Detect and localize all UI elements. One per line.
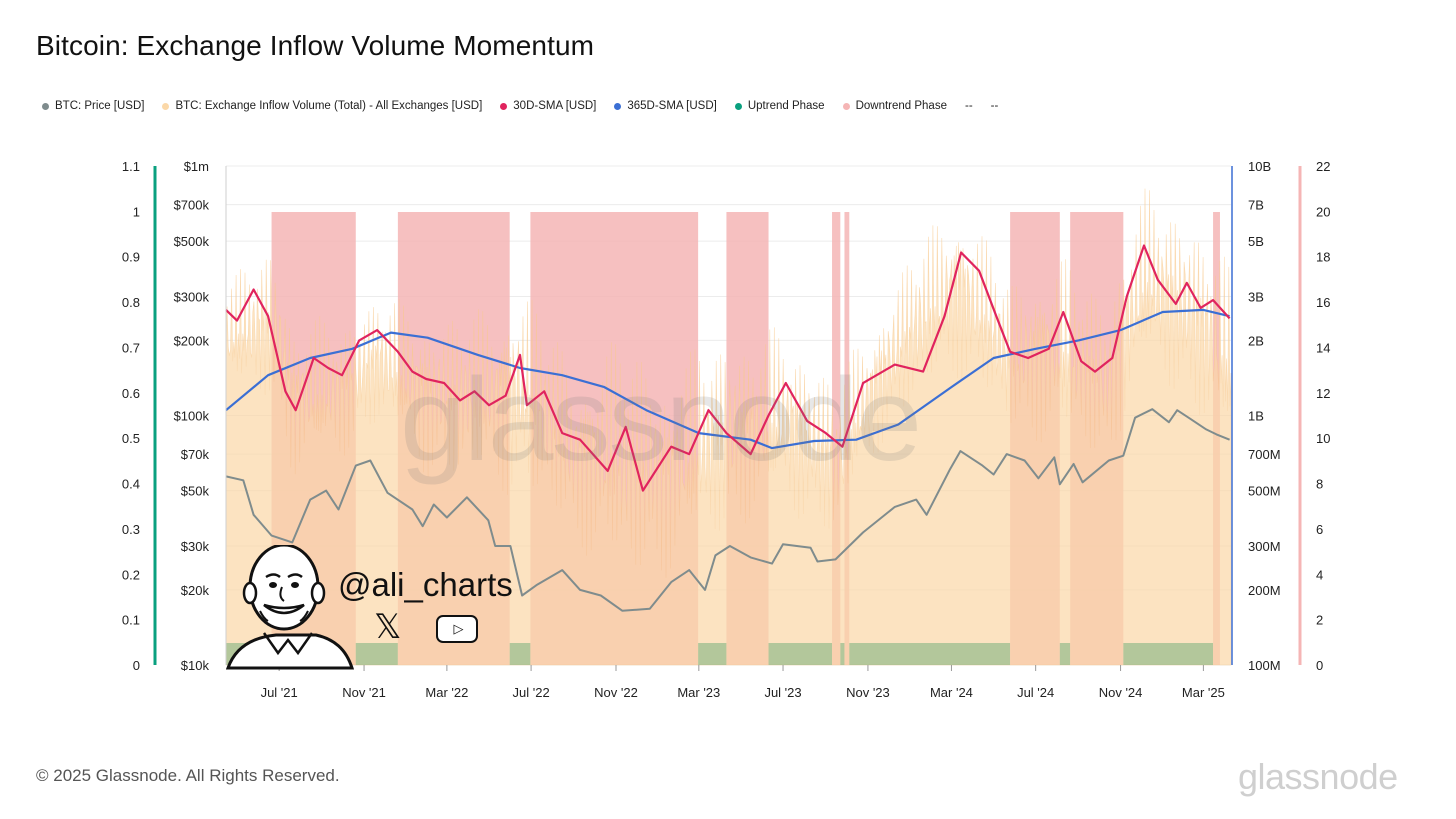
volume-tick-label: 5B — [1248, 234, 1264, 249]
price-tick-label: $50k — [181, 484, 210, 499]
volume-tick-label: 10B — [1248, 159, 1271, 174]
inflow-volume-area — [225, 188, 1232, 666]
price-tick-label: $100k — [174, 409, 210, 424]
volume-tick-label: 3B — [1248, 289, 1264, 304]
price-tick-label: $10k — [181, 658, 210, 673]
legend-dot-icon — [42, 102, 49, 110]
x-tick-label: Mar '23 — [677, 685, 720, 700]
legend-item[interactable]: 365D-SMA [USD] — [614, 100, 717, 112]
legend-label: BTC: Exchange Inflow Volume (Total) - Al… — [175, 100, 483, 112]
social-handle: @ali_charts — [338, 566, 513, 603]
chart-title: Bitcoin: Exchange Inflow Volume Momentum — [36, 30, 595, 61]
osc-left-tick-label: 0.5 — [122, 431, 140, 446]
osc-right-tick-label: 4 — [1316, 567, 1323, 582]
osc-left-tick-label: 0.4 — [122, 477, 140, 492]
osc-right-tick-label: 14 — [1316, 340, 1330, 355]
sma-30d-line — [225, 244, 1231, 492]
osc-left-tick-label: 0 — [133, 658, 140, 673]
x-tick-label: Jul '24 — [1017, 685, 1054, 700]
volume-tick-label: 7B — [1248, 198, 1264, 213]
legend-item[interactable]: Uptrend Phase — [734, 100, 825, 112]
legend-item[interactable]: Downtrend Phase — [842, 100, 947, 112]
price-tick-label: $1m — [184, 159, 209, 174]
osc-left-tick-label: 0.2 — [122, 567, 140, 582]
price-tick-label: $30k — [181, 539, 210, 554]
price-tick-label: $500k — [174, 234, 210, 249]
volume-tick-label: 700M — [1248, 447, 1281, 462]
volume-tick-label: 1B — [1248, 409, 1264, 424]
legend-dot-icon — [614, 102, 622, 110]
osc-right-tick-label: 22 — [1316, 159, 1330, 174]
legend-label: Uptrend Phase — [747, 100, 825, 112]
price-tick-label: $20k — [181, 583, 210, 598]
legend-dot-icon — [500, 102, 508, 110]
osc-right-tick-label: 8 — [1316, 477, 1323, 492]
osc-left-tick-label: 0.3 — [122, 522, 140, 537]
legend-label: 365D-SMA [USD] — [627, 100, 717, 112]
volume-tick-label: 300M — [1248, 539, 1281, 554]
osc-right-tick-label: 10 — [1316, 431, 1330, 446]
legend-item[interactable]: BTC: Price [USD] — [42, 100, 144, 112]
youtube-icon[interactable]: ▷ — [436, 615, 478, 643]
x-tick-label: Mar '22 — [425, 685, 468, 700]
volume-tick-label: 500M — [1248, 484, 1281, 499]
osc-right-tick-label: 16 — [1316, 295, 1330, 310]
volume-tick-label: 2B — [1248, 333, 1264, 348]
osc-left-tick-label: 1 — [133, 204, 140, 219]
osc-right-tick-label: 20 — [1316, 204, 1330, 219]
x-tick-label: Nov '22 — [594, 685, 638, 700]
x-logo-icon[interactable]: 𝕏 — [374, 608, 402, 646]
price-tick-label: $200k — [174, 333, 210, 348]
price-tick-label: $70k — [181, 447, 210, 462]
x-tick-label: Nov '24 — [1099, 685, 1143, 700]
inflow-volume-area — [225, 188, 1232, 666]
osc-right-tick-label: 6 — [1316, 522, 1323, 537]
copyright-footer: © 2025 Glassnode. All Rights Reserved. — [36, 766, 340, 785]
osc-left-tick-label: 1.1 — [122, 159, 140, 174]
price-tick-label: $300k — [174, 289, 210, 304]
osc-left-tick-label: 0.1 — [122, 613, 140, 628]
osc-left-tick-label: 0.7 — [122, 340, 140, 355]
glassnode-logo[interactable]: glassnode — [1238, 756, 1398, 797]
price-tick-label: $700k — [174, 198, 210, 213]
legend-label: 30D-SMA [USD] — [513, 100, 597, 112]
osc-right-tick-label: 12 — [1316, 386, 1330, 401]
legend: BTC: Price [USD] BTC: Exchange Inflow Vol… — [42, 100, 998, 112]
x-tick-label: Jul '22 — [513, 685, 550, 700]
volume-tick-label: 100M — [1248, 658, 1281, 673]
osc-right-tick-label: 0 — [1316, 658, 1323, 673]
x-tick-label: Mar '24 — [930, 685, 973, 700]
legend-dot-icon — [734, 102, 742, 110]
legend-label: -- — [990, 100, 999, 112]
x-tick-label: Nov '23 — [846, 685, 890, 700]
osc-left-tick-label: 0.8 — [122, 295, 140, 310]
x-tick-label: Mar '25 — [1182, 685, 1225, 700]
osc-left-tick-label: 0.6 — [122, 386, 140, 401]
legend-dot-icon — [162, 102, 170, 110]
legend-item[interactable]: BTC: Exchange Inflow Volume (Total) - Al… — [162, 100, 482, 112]
osc-right-tick-label: 18 — [1316, 250, 1330, 265]
legend-label: Downtrend Phase — [855, 100, 947, 112]
series-lines — [225, 244, 1231, 612]
x-tick-label: Nov '21 — [342, 685, 386, 700]
axes: 0 0.1 0.2 0.3 0.4 0.5 0.6 0.7 0.8 0.9 1 1.1 $10k $20k… — [122, 159, 1331, 700]
sma-365d-line — [225, 308, 1230, 450]
legend-label: BTC: Price [USD] — [55, 100, 145, 112]
x-tick-label: Jul '21 — [261, 685, 298, 700]
legend-label: -- — [964, 100, 973, 112]
osc-left-tick-label: 0.9 — [122, 250, 140, 265]
btc-price-line — [225, 408, 1230, 612]
x-tick-label: Jul '23 — [764, 685, 801, 700]
play-icon: ▷ — [453, 621, 464, 636]
legend-dot-icon — [842, 102, 850, 110]
avatar-caricature — [226, 545, 355, 670]
legend-item[interactable]: 30D-SMA [USD] — [500, 100, 596, 112]
chart-canvas: 0 0.1 0.2 0.3 0.4 0.5 0.6 0.7 0.8 0.9 1 1.1 $10k $20k… — [122, 159, 1331, 700]
downtrend-phase-band — [844, 212, 850, 665]
osc-right-tick-label: 2 — [1316, 613, 1323, 628]
legend-item[interactable]: -- — [991, 100, 999, 112]
legend-item[interactable]: -- — [965, 100, 973, 112]
volume-tick-label: 200M — [1248, 583, 1281, 598]
